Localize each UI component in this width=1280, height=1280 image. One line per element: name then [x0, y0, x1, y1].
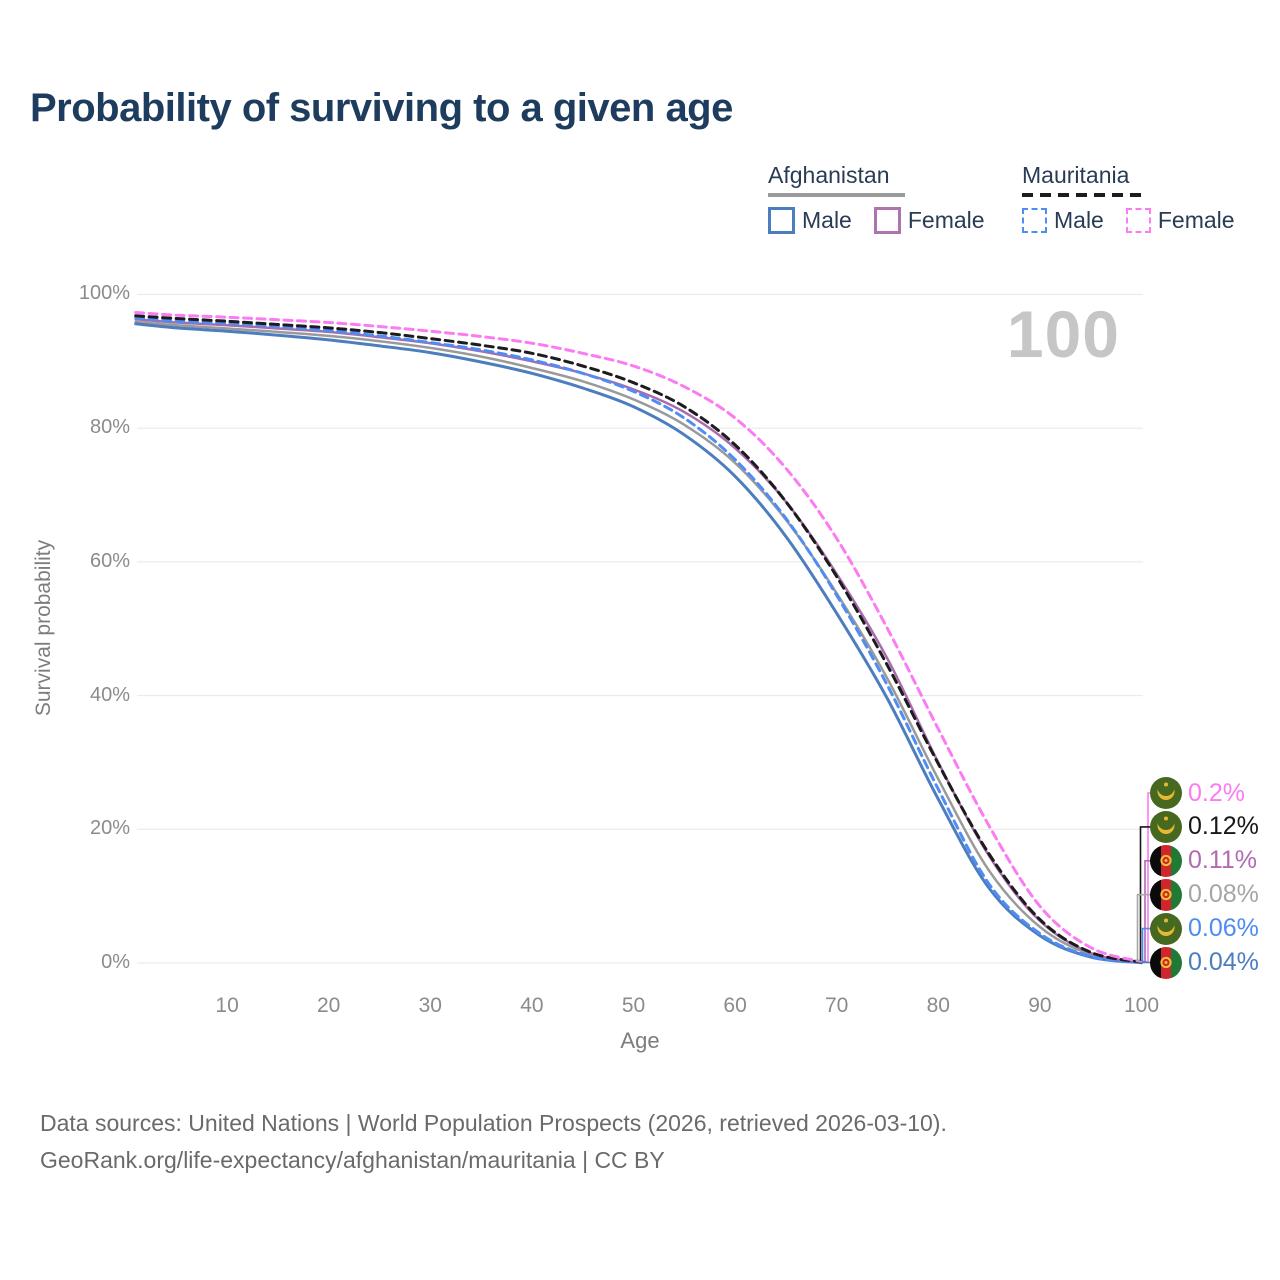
- y-tick-label: 0%: [101, 951, 130, 973]
- end-label: 0.04%: [1150, 946, 1259, 980]
- legend-item-afghanistan-male[interactable]: Male: [768, 207, 852, 234]
- legend-group-mauritania: Mauritania Male Female: [1022, 162, 1235, 234]
- end-label-value: 0.12%: [1188, 812, 1259, 841]
- y-tick-label: 80%: [89, 416, 130, 439]
- y-tick-label: 60%: [89, 549, 130, 572]
- curve-afghanistan-male: [134, 322, 1143, 965]
- legend-item-afghanistan-female[interactable]: Female: [873, 207, 985, 234]
- x-tick-label: 70: [825, 994, 849, 1017]
- legend-group-title: Mauritania: [1022, 162, 1130, 188]
- legend-item-mauritania-male[interactable]: Male: [1022, 207, 1104, 234]
- end-label-value: 0.2%: [1188, 778, 1245, 807]
- afghanistan-male-swatch-icon: [768, 207, 795, 234]
- legend-item-label: Female: [907, 207, 985, 233]
- y-tick-label: 40%: [89, 683, 130, 706]
- afghanistan-flag-icon: [1150, 844, 1182, 877]
- y-tick-label: 100%: [78, 282, 130, 305]
- x-tick-label: 50: [621, 994, 646, 1017]
- mauritania-flag-icon: [1150, 912, 1182, 945]
- end-label: 0.12%: [1150, 810, 1259, 844]
- legend-item-label: Female: [1157, 207, 1235, 233]
- leader-lines: [1136, 792, 1151, 964]
- curve-afghanistan: [134, 320, 1143, 964]
- legend-group-title: Afghanistan: [768, 162, 890, 188]
- x-tick-label: 100: [1123, 994, 1160, 1017]
- end-label-value: 0.04%: [1188, 948, 1259, 976]
- x-tick-label: 80: [926, 994, 950, 1017]
- gridlines: [137, 293, 1143, 964]
- legend-item-mauritania-female[interactable]: Female: [1125, 207, 1235, 234]
- legend-group-afghanistan: Afghanistan Male Female: [768, 162, 985, 234]
- age-counter-watermark: 100: [1006, 297, 1120, 371]
- legend-item-label: Male: [802, 207, 852, 233]
- x-axis-title: Age: [620, 1028, 660, 1053]
- end-label: 0.2%: [1150, 776, 1245, 810]
- legend-item-label: Male: [1054, 207, 1104, 233]
- afghanistan-flag-icon: [1150, 946, 1182, 979]
- x-tick-label: 30: [418, 994, 442, 1017]
- curve-mauritania: [134, 314, 1143, 964]
- end-label-value: 0.06%: [1188, 914, 1259, 943]
- survival-curves: [134, 311, 1143, 965]
- x-tick-label: 20: [317, 994, 341, 1017]
- y-tick-label: 20%: [89, 817, 130, 840]
- end-label: 0.08%: [1150, 878, 1259, 912]
- legend-underline-dashed: [1022, 193, 1148, 197]
- x-tick-label: 90: [1028, 994, 1052, 1017]
- x-tick-label: 60: [723, 994, 747, 1017]
- curve-afghanistan-female: [134, 317, 1143, 964]
- end-label-value: 0.11%: [1188, 846, 1258, 875]
- afghanistan-female-swatch-icon: [873, 207, 901, 234]
- legend-underline-solid: [768, 193, 905, 197]
- curve-mauritania-female: [134, 311, 1143, 964]
- mauritania-flag-icon: [1150, 777, 1182, 809]
- x-tick-label: 40: [520, 994, 544, 1017]
- afghanistan-flag-icon: [1150, 878, 1182, 911]
- data-sources-note: Data sources: United Nations | World Pop…: [40, 1110, 947, 1136]
- x-tick-label: 10: [215, 994, 239, 1017]
- end-label: 0.11%: [1150, 844, 1257, 878]
- end-label: 0.06%: [1150, 912, 1259, 946]
- mauritania-flag-icon: [1150, 810, 1182, 843]
- attribution-note: GeoRank.org/life-expectancy/afghanistan/…: [40, 1147, 665, 1173]
- end-label-value: 0.08%: [1188, 880, 1259, 909]
- page-title: Probability of surviving to a given age: [30, 86, 733, 130]
- mauritania-female-swatch-icon: [1125, 208, 1151, 233]
- mauritania-male-swatch-icon: [1022, 208, 1047, 233]
- curve-mauritania-male: [134, 316, 1143, 965]
